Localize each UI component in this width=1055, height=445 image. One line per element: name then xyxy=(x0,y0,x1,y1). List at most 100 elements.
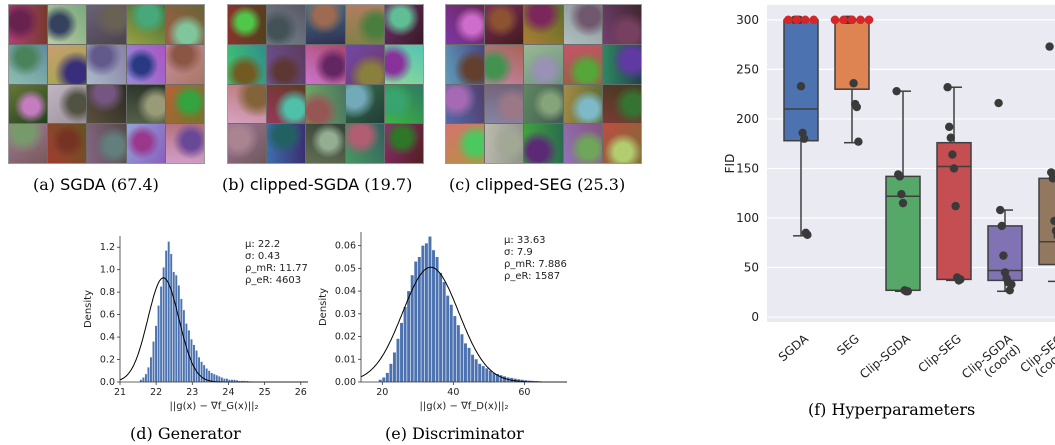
y-tick-label: 0.4 xyxy=(100,332,115,343)
data-point xyxy=(996,205,1005,215)
sample-image xyxy=(384,5,423,44)
sample-image xyxy=(87,124,126,163)
sample-image xyxy=(126,5,165,44)
histogram-bar xyxy=(205,368,208,382)
histogram-bar xyxy=(424,243,428,382)
sample-image xyxy=(384,124,423,163)
caption-b-method: clipped-SGDA xyxy=(249,175,360,194)
histogram-bar xyxy=(230,379,233,382)
histogram-bar xyxy=(139,379,142,382)
box xyxy=(936,141,972,281)
data-point xyxy=(800,134,809,143)
data-point xyxy=(898,198,908,208)
histogram-bar xyxy=(218,376,221,382)
x-tick-label: 24 xyxy=(222,387,234,398)
sample-image xyxy=(306,5,345,44)
sample-image xyxy=(126,44,165,84)
histogram-bar xyxy=(403,307,407,382)
histogram-bar xyxy=(175,275,178,382)
sample-image xyxy=(165,5,204,44)
caption-b-score: (19.7) xyxy=(364,175,413,194)
histogram-bar xyxy=(524,380,528,382)
y-tick-label: 0.8 xyxy=(100,287,115,298)
stat-label: ρ_mR: 7.886 xyxy=(504,259,567,270)
sample-image xyxy=(563,44,602,84)
capped-point xyxy=(800,15,810,25)
y-tick-label: 0.00 xyxy=(335,377,356,388)
histogram-bar xyxy=(492,372,496,382)
data-point xyxy=(1048,174,1055,183)
histogram-bar xyxy=(432,250,435,382)
data-point xyxy=(803,230,812,240)
caption-b: (b) clipped-SGDA (19.7) xyxy=(222,175,412,194)
y-tick-label: 0.0 xyxy=(100,377,115,388)
x-tick-label: 23 xyxy=(186,387,198,398)
box xyxy=(1038,177,1055,266)
histogram-bar xyxy=(414,261,418,382)
generator-histogram: 21 22 23 24 25 26 0.0 0.2 0.4 0.6 0.8 1.0 1.2 ||g(x) … xyxy=(83,236,308,412)
histogram-bar xyxy=(474,359,478,382)
histogram-bar xyxy=(417,257,421,382)
sample-image xyxy=(384,84,423,124)
sample-image xyxy=(345,124,384,163)
caption-f: (f) Hyperparameters xyxy=(808,400,976,419)
box xyxy=(834,19,870,90)
y-tick-label: 150 xyxy=(736,161,759,175)
histogram-bar xyxy=(241,380,244,382)
stat-label: ρ_eR: 4603 xyxy=(245,275,301,286)
data-point xyxy=(852,102,861,112)
data-point xyxy=(892,86,901,96)
y-tick-label: 0.05 xyxy=(335,263,356,274)
histogram-bar xyxy=(162,267,165,382)
data-point xyxy=(945,122,954,132)
histogram-bar xyxy=(439,272,443,382)
caption-a-label: (a) xyxy=(33,175,56,194)
category-label-line: Clip-SEG xyxy=(915,332,963,376)
x-tick-label: 21 xyxy=(114,387,126,398)
sample-image xyxy=(524,44,563,84)
sample-image xyxy=(446,84,485,124)
capped-point xyxy=(847,15,857,25)
histogram-bar xyxy=(378,379,382,382)
histogram-bar xyxy=(503,376,507,382)
caption-c-label: (c) xyxy=(449,175,471,194)
data-point xyxy=(1007,280,1016,289)
histogram-bar xyxy=(210,373,213,382)
histogram-bar xyxy=(456,325,460,382)
x-tick-label: 26 xyxy=(295,387,307,398)
histogram-bar xyxy=(180,298,183,382)
histogram-bar xyxy=(495,374,499,382)
histogram-bar xyxy=(228,379,231,382)
histogram-bar xyxy=(435,257,439,382)
sample-image xyxy=(524,124,563,163)
data-point xyxy=(849,79,858,88)
sample-image xyxy=(267,44,306,84)
capped-point xyxy=(783,15,793,25)
sample-image xyxy=(228,5,267,44)
sample-grid-sgda xyxy=(8,4,205,164)
sample-image xyxy=(485,84,524,124)
histogram-bar xyxy=(453,316,457,382)
histogram-bar xyxy=(243,380,246,382)
sample-image xyxy=(602,124,641,163)
caption-d: (d) Generator xyxy=(130,424,241,443)
histogram-bar xyxy=(389,363,393,382)
sample-image xyxy=(306,84,345,124)
sample-image xyxy=(165,124,204,163)
sample-image xyxy=(384,44,423,84)
histogram-bar xyxy=(467,347,471,382)
sample-image xyxy=(524,84,563,124)
histogram-bar xyxy=(236,380,238,382)
y-axis-label: FID xyxy=(723,154,737,174)
category-label-line: Clip-SGDA xyxy=(857,331,913,382)
histogram-bar xyxy=(223,378,226,382)
y-tick-label: 50 xyxy=(744,261,759,275)
histogram-bar xyxy=(385,372,389,382)
y-axis-label: Density xyxy=(318,288,329,326)
sample-image xyxy=(563,124,602,163)
histogram-bar xyxy=(208,370,211,382)
sample-image xyxy=(228,84,267,124)
histogram-bar xyxy=(155,325,157,382)
histogram-bar xyxy=(157,305,160,382)
